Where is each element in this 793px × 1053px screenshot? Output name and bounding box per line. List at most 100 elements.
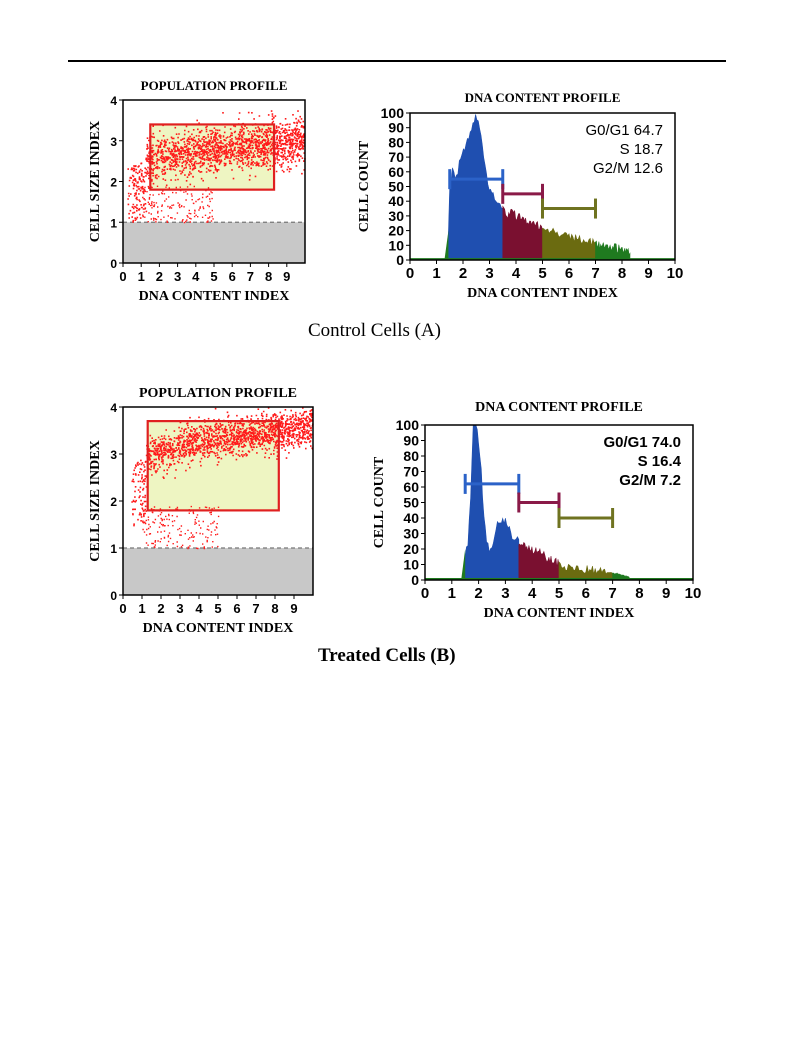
y-tick-label: 100 [381, 105, 405, 121]
stat-g2m: G2/M 7.2 [619, 472, 681, 489]
x-tick-label: 2 [156, 269, 163, 284]
phase-stats: G0/G1 74.0 S 16.4 G2/M 7.2 [603, 434, 681, 489]
x-tick-label: 5 [538, 265, 546, 282]
x-axis-label: DNA CONTENT INDEX [467, 286, 618, 301]
y-tick-label: 20 [388, 223, 404, 239]
marker-g2m [541, 198, 597, 219]
x-axis-label: DNA CONTENT INDEX [143, 621, 294, 636]
y-tick-label: 30 [388, 208, 404, 224]
stat-g2m: G2/M 12.6 [593, 160, 663, 177]
phase-area-g2m [542, 227, 596, 261]
plot-frame [409, 112, 676, 261]
phase-area-g2m [558, 561, 613, 581]
stat-s: S 18.7 [620, 141, 663, 158]
x-tick-label: 1 [138, 601, 145, 616]
y-tick-label: 30 [403, 526, 419, 542]
chart-title: POPULATION PROFILE [139, 386, 297, 401]
x-tick-label: 0 [119, 601, 126, 616]
debris-region [123, 548, 313, 595]
y-tick-label: 3 [110, 448, 117, 462]
marker-g2m [557, 508, 615, 528]
phase-area-s [518, 541, 560, 581]
plot-frame [122, 406, 314, 596]
x-tick-label: 9 [283, 269, 290, 284]
header-rule [68, 60, 726, 62]
stat-s: S 16.4 [638, 453, 682, 470]
x-tick-label: 3 [176, 601, 183, 616]
y-axis-label: CELL COUNT [357, 140, 372, 232]
x-tick-label: 10 [685, 585, 702, 602]
phase-area-leading [461, 549, 466, 580]
x-tick-label: 4 [512, 265, 521, 282]
x-tick-label: 9 [662, 585, 670, 602]
x-tick-label: 0 [421, 585, 429, 602]
y-tick-label: 4 [110, 94, 117, 108]
phase-area-g0g1 [448, 114, 504, 261]
marker-s [501, 183, 544, 204]
plot-frame [122, 99, 306, 264]
x-tick-label: 1 [138, 269, 145, 284]
y-axis-label: CELL SIZE INDEX [88, 440, 103, 561]
chart-title: DNA CONTENT PROFILE [465, 90, 621, 105]
stat-g0g1: G0/G1 74.0 [603, 434, 681, 451]
x-tick-label: 7 [252, 601, 259, 616]
y-tick-label: 10 [388, 237, 404, 253]
y-tick-label: 0 [110, 589, 117, 603]
x-tick-label: 9 [290, 601, 297, 616]
y-tick-label: 50 [388, 179, 404, 195]
marker-s [517, 492, 561, 513]
x-tick-label: 2 [459, 265, 467, 282]
stat-g0g1: G0/G1 64.7 [585, 122, 663, 139]
y-tick-label: 2 [110, 176, 117, 190]
x-tick-label: 2 [157, 601, 164, 616]
x-tick-label: 8 [271, 601, 278, 616]
x-tick-label: 5 [555, 585, 563, 602]
chart-title: POPULATION PROFILE [141, 78, 288, 93]
y-axis-label: CELL SIZE INDEX [88, 121, 103, 242]
scatter-points [127, 110, 306, 224]
y-tick-label: 0 [110, 257, 117, 271]
y-tick-label: 40 [403, 510, 419, 526]
caption-treated: Treated Cells (B) [318, 645, 456, 666]
x-axis-label: DNA CONTENT INDEX [484, 606, 635, 621]
x-tick-label: 8 [618, 265, 626, 282]
phase-area-leading [444, 230, 449, 260]
x-tick-label: 6 [233, 601, 240, 616]
x-tick-label: 1 [448, 585, 456, 602]
x-tick-label: 8 [265, 269, 272, 284]
phase-area-s [502, 205, 543, 261]
plot-frame [424, 424, 694, 581]
scatter-points [131, 407, 314, 550]
x-tick-label: 5 [210, 269, 217, 284]
x-tick-label: 6 [565, 265, 573, 282]
y-tick-label: 10 [403, 557, 419, 573]
x-tick-label: 3 [174, 269, 181, 284]
y-tick-label: 20 [403, 541, 419, 557]
gate-outline [146, 419, 280, 512]
gate-outline [149, 123, 276, 191]
x-tick-label: 4 [195, 601, 203, 616]
y-tick-label: 0 [396, 252, 404, 268]
phase-area-g0g1 [464, 424, 520, 581]
y-tick-label: 90 [403, 433, 419, 449]
y-axis-label: CELL COUNT [372, 456, 387, 548]
y-tick-label: 4 [110, 401, 117, 415]
caption-control: Control Cells (A) [308, 320, 441, 341]
y-tick-label: 100 [396, 417, 420, 433]
x-tick-label: 10 [667, 265, 684, 282]
scatter-dots [131, 407, 314, 550]
phase-stats: G0/G1 64.7 S 18.7 G2/M 12.6 [585, 122, 663, 177]
y-tick-label: 0 [411, 572, 419, 588]
y-tick-label: 70 [403, 464, 419, 480]
x-tick-label: 7 [591, 265, 599, 282]
y-tick-label: 1 [110, 216, 117, 230]
y-tick-label: 40 [388, 193, 404, 209]
y-tick-label: 2 [110, 495, 117, 509]
x-tick-label: 7 [247, 269, 254, 284]
y-tick-label: 3 [110, 135, 117, 149]
scatter-dots [127, 110, 306, 224]
marker-g0g1 [463, 473, 521, 494]
x-axis-label: DNA CONTENT INDEX [139, 289, 290, 304]
y-tick-label: 50 [403, 495, 419, 511]
